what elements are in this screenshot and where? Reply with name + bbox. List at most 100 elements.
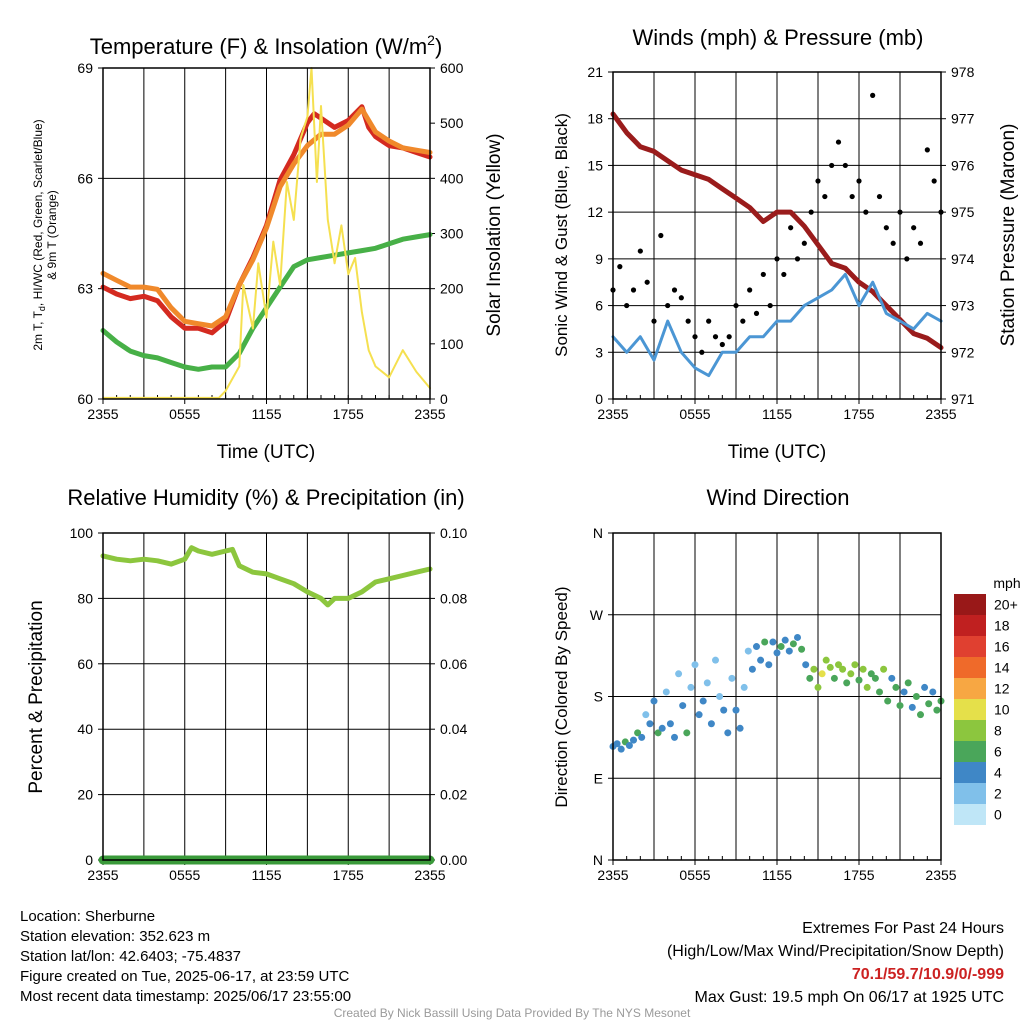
temp-y-tick-label: 63 <box>77 281 93 297</box>
winds-gust-point <box>897 209 903 215</box>
wdir-legend-swatch <box>954 783 986 804</box>
wdir-point <box>785 647 793 655</box>
wdir-point <box>716 693 724 700</box>
wdir-ylabel-left: Direction (Colored By Speed) <box>552 586 571 807</box>
rh-y2-tick-label: 0.08 <box>440 590 467 606</box>
temp-y-tick-label: 69 <box>77 60 93 76</box>
rh-y-tick-label: 0 <box>85 852 93 868</box>
winds-frame <box>612 71 942 400</box>
wdir-legend-swatch <box>954 762 986 783</box>
winds-gust-point <box>637 248 643 254</box>
winds-gust-point <box>835 139 842 145</box>
wdir-point <box>650 697 658 705</box>
winds-y-tick-label: 9 <box>595 251 603 267</box>
winds-gust-point <box>726 334 732 340</box>
winds-gust-point <box>678 295 684 301</box>
extremes-values: 70.1/59.7/10.9/0/-999 <box>851 966 1004 983</box>
wdir-legend-label: 0 <box>994 807 1002 823</box>
rh-x-tick-label: 0555 <box>169 867 200 883</box>
extremes-fields: (High/Low/Max Wind/Precipitation/Snow De… <box>666 943 1004 960</box>
winds-gust-point <box>671 287 678 293</box>
winds-y2-tick-label: 971 <box>951 391 975 407</box>
winds-gust-point <box>788 225 794 231</box>
wdir-legend-swatch <box>954 804 986 825</box>
wdir-point <box>675 670 683 678</box>
winds-y-tick-label: 15 <box>587 157 603 173</box>
wdir-legend-label: 8 <box>994 723 1002 739</box>
temp-ylabel-sub: d <box>37 306 47 311</box>
wdir-point <box>724 729 732 737</box>
wdir-legend-swatch <box>954 657 986 678</box>
rh-title: Relative Humidity (%) & Precipitation (i… <box>67 485 464 510</box>
rh-y2-tick-label: 0.10 <box>440 525 467 541</box>
winds-gust-point <box>658 232 664 239</box>
footer-elevation: Station elevation: 352.623 m <box>20 928 211 945</box>
wdir-title: Wind Direction <box>706 485 849 510</box>
winds-gust-point <box>747 287 753 293</box>
winds-gust-point <box>863 209 869 215</box>
winds-gust-point <box>733 302 739 309</box>
wdir-legend-swatch <box>954 678 986 699</box>
winds-gust-point <box>911 225 917 231</box>
wdir-point <box>687 683 695 691</box>
winds-y2-tick-label: 973 <box>951 298 975 314</box>
winds-x-tick-label: 2355 <box>597 406 628 422</box>
temp-y2-tick-label: 0 <box>440 391 448 407</box>
temp-series-heat_index <box>100 106 433 329</box>
winds-gust-point <box>624 302 630 309</box>
winds-xlabel: Time (UTC) <box>728 442 827 463</box>
wdir-point <box>871 674 879 682</box>
wdir-point <box>646 720 654 728</box>
wdir-point <box>880 665 888 673</box>
wdir-point <box>925 700 933 708</box>
winds-y-tick-label: 6 <box>595 298 603 314</box>
winds-ylabel-right: Station Pressure (Maroon) <box>998 124 1019 347</box>
wdir-point <box>900 688 908 696</box>
wdir-point <box>855 676 863 684</box>
wdir-legend-swatch <box>954 699 986 720</box>
temp-x-tick-label: 2355 <box>87 406 118 422</box>
wdir-point <box>794 633 801 641</box>
wdir-point <box>613 740 621 748</box>
winds-y2-tick-label: 976 <box>951 157 975 173</box>
wdir-legend-label: 10 <box>994 702 1010 718</box>
winds-x-tick-label: 2355 <box>925 406 956 422</box>
rh-x-tick-label: 2355 <box>87 867 118 883</box>
winds-gust-point <box>712 334 719 340</box>
wdir-frame <box>612 532 942 861</box>
winds-y-tick-label: 3 <box>595 344 603 360</box>
temp-frame <box>102 67 431 400</box>
winds-gust-point <box>904 256 910 262</box>
temp-ylabel-left-line1: 2m T, Td, HI/WC (Red, Green, Scarlet/Blu… <box>31 119 47 350</box>
wdir-y-tick-label: E <box>594 770 603 786</box>
wdir-point <box>695 711 703 719</box>
wdir-legend-label: 6 <box>994 744 1002 760</box>
wdir-point <box>757 656 765 664</box>
wdir-point <box>822 656 830 664</box>
wdir-legend-swatch <box>954 636 986 657</box>
winds-series-wind <box>611 272 943 378</box>
wdir-x-tick-label: 0555 <box>679 867 710 883</box>
rh-x-tick-label: 1755 <box>333 867 364 883</box>
rh-y-tick-label: 80 <box>77 590 93 606</box>
wdir-point <box>728 674 736 682</box>
wdir-legend-swatch <box>954 615 986 636</box>
wdir-point <box>769 638 777 646</box>
extremes-title: Extremes For Past 24 Hours <box>802 920 1004 937</box>
wdir-legend-swatch <box>954 594 986 615</box>
wdir-point <box>703 679 711 687</box>
winds-gust-point <box>849 193 855 200</box>
footer-recent: Most recent data timestamp: 2025/06/17 2… <box>20 988 352 1005</box>
winds-chart: 2355 0555 1155 1755 235503691215182197197297… <box>552 25 1019 463</box>
wdir-legend-swatch <box>954 720 986 741</box>
winds-gust-point <box>617 264 623 270</box>
wdir-point <box>736 724 744 732</box>
winds-gust-point <box>808 209 814 215</box>
wdir-point <box>933 706 941 714</box>
winds-gust-point <box>719 341 725 348</box>
wdir-point <box>699 697 707 705</box>
wdir-legend-label: 4 <box>994 765 1002 781</box>
wdir-point <box>712 656 719 664</box>
wdir-point <box>888 674 896 682</box>
